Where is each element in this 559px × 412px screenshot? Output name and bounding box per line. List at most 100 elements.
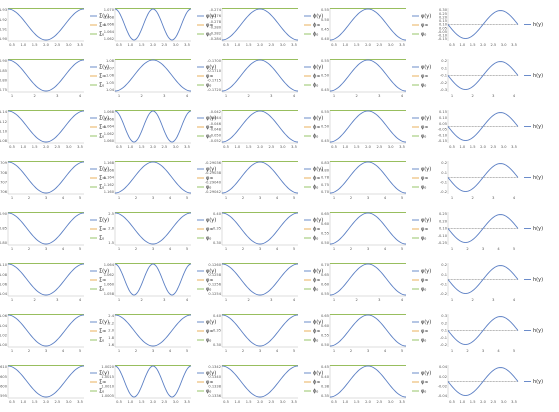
legend-label: φ(y) bbox=[206, 65, 216, 71]
y-tick-label: 1.0015 bbox=[101, 375, 114, 379]
legend-label: Σ₀ bbox=[99, 236, 104, 242]
legend-label: Σ(y) bbox=[99, 371, 109, 377]
y-tick-label: 1.164 bbox=[104, 176, 115, 180]
x-tick-label: 3 bbox=[56, 298, 58, 302]
y-tick-label: 1.6 bbox=[108, 343, 114, 347]
x-tick-label: 0.5 bbox=[449, 145, 455, 149]
x-tick-label: 4 bbox=[79, 94, 82, 98]
series-line bbox=[7, 59, 85, 92]
y-tick-label: 1.060 bbox=[104, 139, 115, 143]
x-tick-label: 5 bbox=[401, 349, 403, 353]
y-tick-label: 0.2 bbox=[441, 59, 447, 63]
line-chart: 0.65 0.60 0.55 0.501 2 3 4 5 φ(y) φ∞ φ₀ bbox=[321, 314, 431, 353]
series-line bbox=[221, 161, 299, 194]
y-tick-label: 1.8 bbox=[108, 336, 114, 340]
y-tick-label: 0.40 bbox=[321, 37, 330, 41]
y-tick-label: 0.35 bbox=[213, 227, 221, 231]
x-tick-label: 2 bbox=[248, 298, 250, 302]
line-chart: 1.10 1.08 1.06 1.041 2 3 4 Σ(y) Σ∞ Σ₀ bbox=[0, 263, 109, 302]
legend-label: φ₀ bbox=[421, 185, 426, 191]
y-tick-label: -0.29042 bbox=[205, 190, 221, 194]
x-tick-label: 3.0 bbox=[280, 145, 286, 149]
y-tick-label: -0.278 bbox=[209, 20, 221, 24]
y-tick-label: -0.25 bbox=[438, 241, 447, 245]
x-tick-label: 0.5 bbox=[9, 43, 15, 47]
y-tick-label: -0.29036 bbox=[205, 161, 222, 165]
series-line bbox=[114, 8, 192, 41]
x-tick-label: 2 bbox=[466, 349, 468, 353]
y-tick-label: 1.00 bbox=[0, 343, 8, 347]
series-line bbox=[329, 314, 407, 347]
legend-label: ϕ(y) bbox=[313, 218, 323, 224]
line-chart: 2.4 2.2 2.0 1.8 1.6 1 2 3 4 5 φ(y) φ∞ φ₀ bbox=[108, 314, 216, 353]
y-tick-label: 0.05 bbox=[439, 122, 447, 126]
y-tick-label: 0.3 bbox=[441, 314, 447, 318]
y-tick-label: 0.60 bbox=[321, 283, 330, 287]
x-tick-label: 0.5 bbox=[223, 43, 229, 47]
legend-label: φ₀ bbox=[421, 338, 426, 344]
y-tick-label: 0.10 bbox=[439, 23, 448, 27]
y-tick-label: 1.08 bbox=[106, 59, 115, 63]
x-tick-label: 1.5 bbox=[139, 145, 145, 149]
y-tick-label: 0.55 bbox=[321, 110, 329, 114]
legend-label: φ₀ bbox=[206, 134, 211, 140]
series-line bbox=[114, 263, 192, 296]
y-tick-label: 1.05 bbox=[106, 81, 114, 85]
y-tick-label: 1.06 bbox=[0, 283, 8, 287]
y-tick-label: 0.55 bbox=[321, 334, 329, 338]
x-tick-label: 4 bbox=[384, 349, 387, 353]
y-tick-label: 0.2 bbox=[441, 161, 447, 165]
x-tick-label: 4 bbox=[293, 94, 296, 98]
y-tick-label: 0.1 bbox=[441, 66, 447, 70]
x-tick-label: 1.0 bbox=[342, 43, 348, 47]
x-tick-label: 0.5 bbox=[116, 145, 122, 149]
x-tick-label: 3.5 bbox=[184, 145, 190, 149]
legend-label: Σ∞ bbox=[99, 278, 106, 284]
series-line bbox=[221, 59, 299, 92]
y-tick-label: 0.1342 bbox=[208, 365, 221, 369]
series-line bbox=[329, 59, 407, 92]
y-tick-label: 1.060 bbox=[104, 283, 115, 287]
x-tick-label: 3 bbox=[45, 247, 47, 251]
x-tick-label: 2 bbox=[28, 247, 30, 251]
y-tick-label: -0.2 bbox=[440, 190, 447, 194]
legend-label: φ(y) bbox=[421, 218, 431, 224]
chart-row: 1.101.081.061.041 2 3 4Σ(y)Σ∞Σ₀1.0641.0621.… bbox=[0, 263, 543, 302]
legend-label: Σ(y) bbox=[99, 65, 109, 71]
x-tick-label: 3 bbox=[163, 94, 165, 98]
x-tick-label: 5 bbox=[186, 247, 188, 251]
x-tick-label: 2.0 bbox=[43, 400, 49, 404]
x-tick-label: 3 bbox=[152, 247, 154, 251]
x-tick-label: 1 bbox=[333, 196, 335, 200]
line-chart: 0.55 0.50 0.450.5 1.0 1.5 2.0 2.5 3.0 3.5 φ(y) φ∞ φ… bbox=[321, 110, 431, 149]
legend-label: φ(y) bbox=[421, 371, 431, 377]
x-tick-label: 3 bbox=[163, 298, 165, 302]
series-line bbox=[447, 112, 519, 141]
legend-label: h(y) bbox=[533, 73, 543, 79]
y-tick-label: -0.02 bbox=[438, 385, 447, 389]
legend-label: ϕ∞ bbox=[313, 176, 320, 182]
x-tick-label: 3.0 bbox=[173, 400, 179, 404]
legend-label: φ₀ bbox=[206, 83, 211, 89]
y-tick-label: 1.066 bbox=[104, 23, 115, 27]
x-tick-label: 5 bbox=[186, 349, 188, 353]
x-tick-label: 1 bbox=[333, 247, 335, 251]
x-tick-label: 0.5 bbox=[331, 145, 337, 149]
legend-label: φ(y) bbox=[421, 116, 431, 122]
legend-label: φ∞ bbox=[206, 125, 213, 131]
y-tick-label: 0.1258 bbox=[208, 273, 221, 277]
series-line bbox=[7, 110, 85, 143]
x-tick-label: 1.0 bbox=[234, 145, 240, 149]
y-tick-label: 0.15 bbox=[439, 110, 447, 114]
x-tick-label: 5 bbox=[293, 349, 295, 353]
x-tick-label: 0.5 bbox=[449, 43, 455, 47]
x-tick-label: 1 bbox=[11, 94, 13, 98]
x-tick-label: 3.0 bbox=[66, 43, 72, 47]
y-tick-label: 0.85 bbox=[0, 227, 7, 231]
x-tick-label: 1.0 bbox=[459, 400, 465, 404]
y-tick-label: -0.1720 bbox=[207, 88, 222, 92]
x-tick-label: 3 bbox=[367, 349, 369, 353]
x-tick-label: 3.5 bbox=[77, 145, 83, 149]
